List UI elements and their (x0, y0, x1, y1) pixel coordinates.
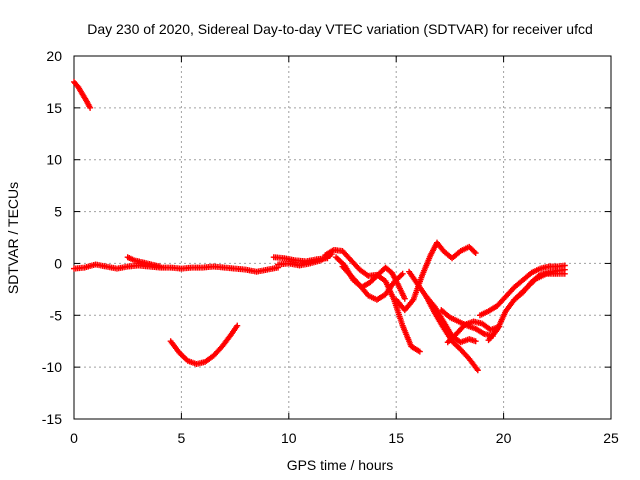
series-arc-4 (167, 322, 241, 368)
series-arc-7 (322, 246, 423, 355)
data-point (416, 348, 423, 355)
data-series (71, 78, 568, 374)
data-point (156, 263, 163, 270)
data-point (472, 338, 479, 345)
series-arc-3 (124, 254, 163, 270)
x-axis-label: GPS time / hours (287, 457, 394, 473)
x-tick-label: 10 (281, 430, 297, 446)
series-arc-1 (71, 78, 94, 111)
y-tick-label: -5 (50, 307, 63, 323)
grid-lines (74, 56, 611, 419)
y-tick-label: 20 (46, 48, 62, 64)
data-point (234, 322, 241, 329)
x-tick-label: 25 (603, 430, 619, 446)
y-tick-label: 15 (46, 100, 62, 116)
x-tick-label: 0 (70, 430, 78, 446)
data-point (471, 248, 478, 255)
data-point (87, 104, 94, 111)
y-tick-label: 10 (46, 152, 62, 168)
series-arc-14 (438, 307, 496, 340)
series-arc-11 (406, 268, 481, 374)
plot-frame (73, 55, 612, 420)
x-tick-label: 5 (178, 430, 186, 446)
y-tick-label: 0 (54, 255, 62, 271)
data-point (474, 367, 481, 374)
y-tick-label: -10 (42, 359, 62, 375)
series-arc-15 (476, 262, 568, 319)
series-arc-17 (511, 270, 568, 303)
y-axis-label: SDTVAR / TECUs (5, 182, 21, 294)
y-tick-label: 5 (54, 204, 62, 220)
x-tick-label: 20 (496, 430, 512, 446)
x-tick-label: 15 (388, 430, 404, 446)
data-point (472, 250, 479, 257)
data-point (561, 270, 568, 277)
y-tick-label: -15 (42, 411, 62, 427)
chart-title: Day 230 of 2020, Sidereal Day-to-day VTE… (87, 21, 593, 37)
data-point (399, 270, 406, 277)
series-arc-10 (393, 239, 479, 314)
data-point (401, 295, 408, 302)
series-arc-9 (339, 263, 406, 303)
